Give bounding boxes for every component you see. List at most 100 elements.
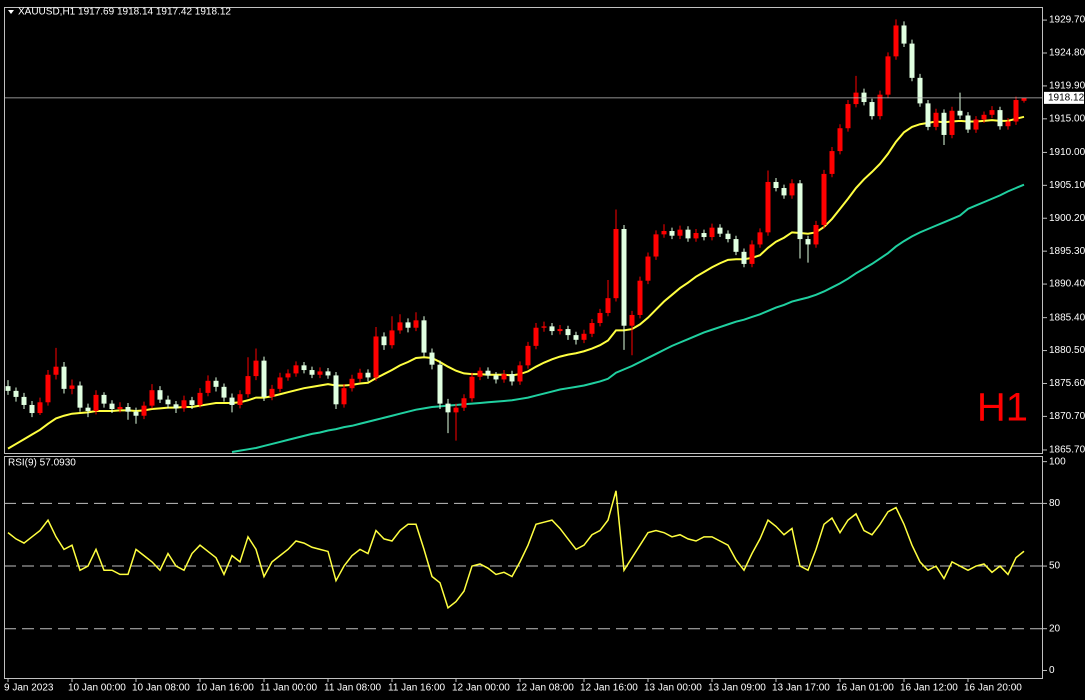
candle-body <box>1013 100 1019 122</box>
candle-body <box>701 233 707 238</box>
candle-body <box>125 406 131 412</box>
candle-body <box>277 377 283 389</box>
candle-body <box>853 92 859 105</box>
x-tick-label: 11 Jan 16:00 <box>388 683 446 694</box>
candle-body <box>413 320 419 328</box>
candle-body <box>957 110 963 116</box>
candle-body <box>149 390 155 406</box>
candle-body <box>13 390 19 397</box>
candle-body <box>717 227 723 234</box>
candle-body <box>965 115 971 130</box>
candle-body <box>685 229 691 239</box>
candle-body <box>381 336 387 346</box>
candle-body <box>117 406 123 410</box>
candle-body <box>573 335 579 340</box>
candle-body <box>205 380 211 393</box>
candle-body <box>893 25 899 57</box>
candle-body <box>597 312 603 324</box>
candle-body <box>469 376 475 399</box>
candle-body <box>909 43 915 78</box>
x-tick-label: 13 Jan 17:00 <box>772 683 830 694</box>
candle-body <box>477 370 483 377</box>
candle-body <box>53 366 59 375</box>
y-tick-label: 0 <box>1049 665 1055 676</box>
candle-body <box>997 110 1003 127</box>
candle-body <box>989 110 995 115</box>
x-tick-label: 12 Jan 08:00 <box>516 683 574 694</box>
x-tick-label: 11 Jan 08:00 <box>324 683 382 694</box>
candle-body <box>565 329 571 336</box>
rsi-title: RSI(9) 57.0930 <box>8 458 76 469</box>
candle-body <box>405 322 411 328</box>
y-tick-label: 1865.70 <box>1049 445 1085 456</box>
candle-body <box>517 365 523 382</box>
candle-body <box>325 371 331 376</box>
candle-body <box>317 371 323 375</box>
candle-body <box>861 92 867 103</box>
candle-body <box>285 373 291 378</box>
candle-body <box>933 112 939 127</box>
candle-body <box>173 404 179 409</box>
y-tick-label: 80 <box>1049 498 1061 509</box>
y-tick-label: 50 <box>1049 561 1061 572</box>
candle-body <box>197 392 203 405</box>
candle-body <box>341 388 347 405</box>
candle-body <box>661 231 667 235</box>
candle-body <box>733 239 739 252</box>
candle-body <box>5 386 11 391</box>
candle-body <box>805 239 811 245</box>
candle-body <box>829 151 835 174</box>
candle-body <box>421 320 427 353</box>
candle-body <box>141 405 147 416</box>
candle-body <box>77 385 83 408</box>
candle-body <box>981 114 987 120</box>
y-tick-label: 1924.80 <box>1049 48 1085 59</box>
rsi-panel <box>4 456 1043 679</box>
candle-body <box>157 390 163 400</box>
candle-body <box>549 326 555 332</box>
candle-body <box>181 400 187 409</box>
candle-body <box>453 407 459 413</box>
candle-body <box>365 372 371 378</box>
candle-body <box>237 394 243 405</box>
candle-body <box>821 173 827 225</box>
timeframe-label: H1 <box>977 386 1028 430</box>
x-tick-label: 9 Jan 2023 <box>4 683 54 694</box>
candle-body <box>709 227 715 238</box>
candle-body <box>973 119 979 130</box>
candle-body <box>109 403 115 410</box>
y-tick-label: 1890.40 <box>1049 279 1085 290</box>
candle-body <box>461 398 467 408</box>
candle-body <box>669 231 675 236</box>
candle-body <box>725 233 731 240</box>
candle-body <box>877 94 883 117</box>
candle-body <box>949 110 955 135</box>
current-price-label: 1918.12 <box>1048 93 1085 104</box>
candle-body <box>397 322 403 331</box>
candle-body <box>349 378 355 389</box>
y-tick-label: 1870.70 <box>1049 411 1085 422</box>
y-tick-label: 1905.10 <box>1049 180 1085 191</box>
candle-body <box>501 374 507 380</box>
menu-arrow <box>8 10 14 14</box>
candle-body <box>189 400 195 405</box>
candle-body <box>797 183 803 240</box>
candle-body <box>1021 97 1027 101</box>
candle-body <box>429 352 435 365</box>
candle-body <box>301 365 307 371</box>
candle-body <box>45 374 51 403</box>
moving-average <box>231 183 1025 453</box>
x-tick-label: 13 Jan 00:00 <box>644 683 702 694</box>
x-tick-label: 12 Jan 16:00 <box>580 683 638 694</box>
candle-body <box>229 397 235 405</box>
y-tick-label: 1875.60 <box>1049 378 1085 389</box>
candle-body <box>621 228 627 326</box>
candle-body <box>269 388 275 397</box>
candle-body <box>941 112 947 135</box>
x-tick-label: 13 Jan 09:00 <box>708 683 766 694</box>
y-tick-label: 1910.00 <box>1049 147 1085 158</box>
candle-body <box>29 404 35 414</box>
x-tick-label: 16 Jan 20:00 <box>964 683 1022 694</box>
